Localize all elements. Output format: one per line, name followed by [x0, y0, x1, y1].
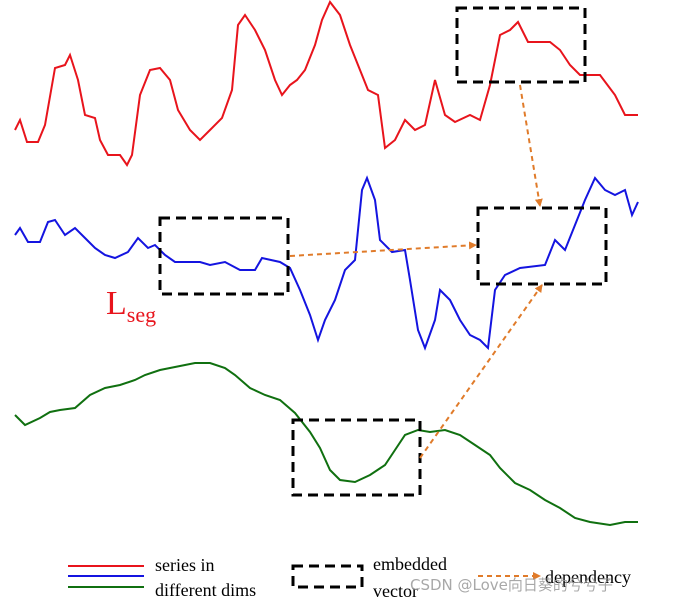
embed-box: [476, 206, 608, 286]
embed-box: [455, 6, 587, 84]
green-series: [14, 362, 638, 527]
red-series: [14, 0, 638, 167]
embed-box: [158, 216, 290, 296]
embed-box: [291, 418, 422, 497]
legend-text: series in: [155, 555, 214, 575]
segment-label: Lseg: [106, 285, 156, 327]
label-sub: seg: [127, 302, 156, 327]
dependency-arrow: [289, 241, 477, 257]
legend-text: embedded: [373, 554, 447, 574]
label-main: L: [106, 285, 127, 322]
watermark: CSDN @Love向日葵的兮兮子: [410, 576, 613, 594]
dependency-arrow: [419, 284, 543, 459]
dependency-arrow: [519, 84, 543, 207]
blue-series: [14, 175, 639, 351]
legend-text: vector: [373, 581, 418, 601]
legend-text: dependency: [545, 567, 631, 587]
legend-box: [291, 564, 364, 589]
legend-text: different dims: [155, 580, 256, 600]
